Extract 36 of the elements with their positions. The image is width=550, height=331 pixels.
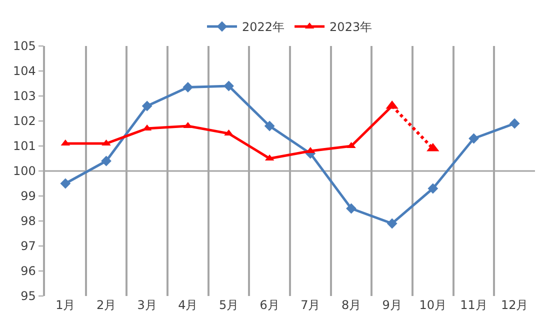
point (428, 183, 438, 194)
point (224, 80, 234, 92)
x-tick-label: 8月 (341, 298, 362, 312)
legend-label: 2022年 (242, 20, 285, 34)
y-tick-label: 103 (12, 89, 36, 104)
point (182, 82, 194, 92)
y-tick-label: 98 (20, 214, 36, 228)
x-tick-label: 10月 (419, 298, 447, 312)
y-tick-label: 99 (20, 189, 36, 204)
x-tick-label: 12月 (500, 298, 528, 312)
y-tick-label: 104 (12, 64, 36, 78)
y-tick-label: 96 (20, 264, 36, 278)
x-tick-label: 1月 (56, 298, 76, 312)
x-tick-label: 6月 (260, 298, 280, 312)
point (386, 218, 398, 229)
y-tick-label: 101 (12, 139, 36, 154)
x-tick-label: 7月 (300, 298, 320, 312)
x-tick-label: 2月 (96, 298, 116, 312)
x-tick-label: 9月 (382, 298, 402, 312)
y-tick-label: 102 (12, 114, 36, 128)
legend-label: 2023年 (330, 20, 372, 34)
y-tick-label: 105 (12, 39, 36, 54)
x-tick-label: 4月 (178, 298, 198, 312)
point (101, 156, 112, 166)
point (509, 118, 520, 129)
point (142, 100, 152, 112)
point (468, 133, 479, 144)
x-tick-label: 11月 (460, 298, 488, 312)
point (346, 203, 356, 214)
y-tick-label: 95 (20, 289, 36, 304)
y-tick-label: 97 (20, 239, 36, 254)
point (60, 178, 71, 189)
point (264, 120, 275, 132)
y-tick-label: 100 (12, 164, 36, 178)
x-tick-label: 3月 (137, 298, 157, 312)
x-tick-label: 5月 (218, 298, 239, 312)
